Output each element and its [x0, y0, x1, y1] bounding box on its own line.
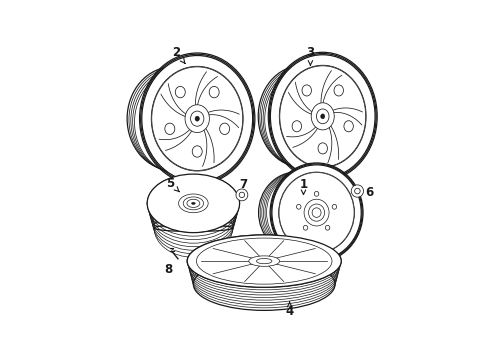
Ellipse shape — [178, 194, 208, 213]
Text: 4: 4 — [286, 302, 294, 318]
Ellipse shape — [236, 189, 248, 201]
Ellipse shape — [334, 85, 343, 96]
Ellipse shape — [249, 256, 280, 266]
Ellipse shape — [187, 199, 200, 207]
Ellipse shape — [302, 85, 312, 96]
Ellipse shape — [165, 123, 175, 135]
Ellipse shape — [292, 121, 301, 132]
Ellipse shape — [192, 146, 202, 157]
Ellipse shape — [220, 123, 230, 135]
Ellipse shape — [191, 111, 204, 126]
Ellipse shape — [195, 116, 199, 121]
Text: 5: 5 — [166, 177, 179, 192]
Ellipse shape — [183, 197, 203, 210]
Ellipse shape — [187, 235, 341, 287]
Ellipse shape — [257, 258, 272, 264]
Ellipse shape — [296, 204, 301, 209]
Text: 8: 8 — [165, 263, 173, 276]
Ellipse shape — [355, 188, 360, 194]
Ellipse shape — [185, 105, 209, 132]
Text: 1: 1 — [299, 177, 308, 194]
Ellipse shape — [280, 66, 366, 167]
Ellipse shape — [303, 225, 308, 230]
Ellipse shape — [147, 174, 240, 233]
Ellipse shape — [315, 192, 319, 196]
Ellipse shape — [317, 109, 329, 124]
Text: 6: 6 — [366, 186, 374, 199]
Ellipse shape — [344, 121, 353, 132]
Text: 7: 7 — [239, 177, 247, 190]
Ellipse shape — [312, 208, 321, 217]
Text: 3: 3 — [306, 46, 315, 65]
Ellipse shape — [270, 55, 375, 178]
Ellipse shape — [332, 204, 337, 209]
Ellipse shape — [320, 114, 325, 119]
Ellipse shape — [304, 199, 329, 226]
Ellipse shape — [192, 202, 195, 204]
Ellipse shape — [239, 192, 245, 198]
Ellipse shape — [318, 143, 327, 154]
Ellipse shape — [325, 225, 330, 230]
Ellipse shape — [311, 103, 334, 130]
Ellipse shape — [279, 172, 354, 253]
Ellipse shape — [351, 185, 364, 197]
Ellipse shape — [209, 86, 219, 98]
Ellipse shape — [142, 55, 253, 182]
Ellipse shape — [272, 165, 361, 260]
Ellipse shape — [152, 67, 243, 170]
Ellipse shape — [175, 86, 185, 98]
Ellipse shape — [309, 204, 324, 221]
Text: 2: 2 — [172, 46, 185, 64]
